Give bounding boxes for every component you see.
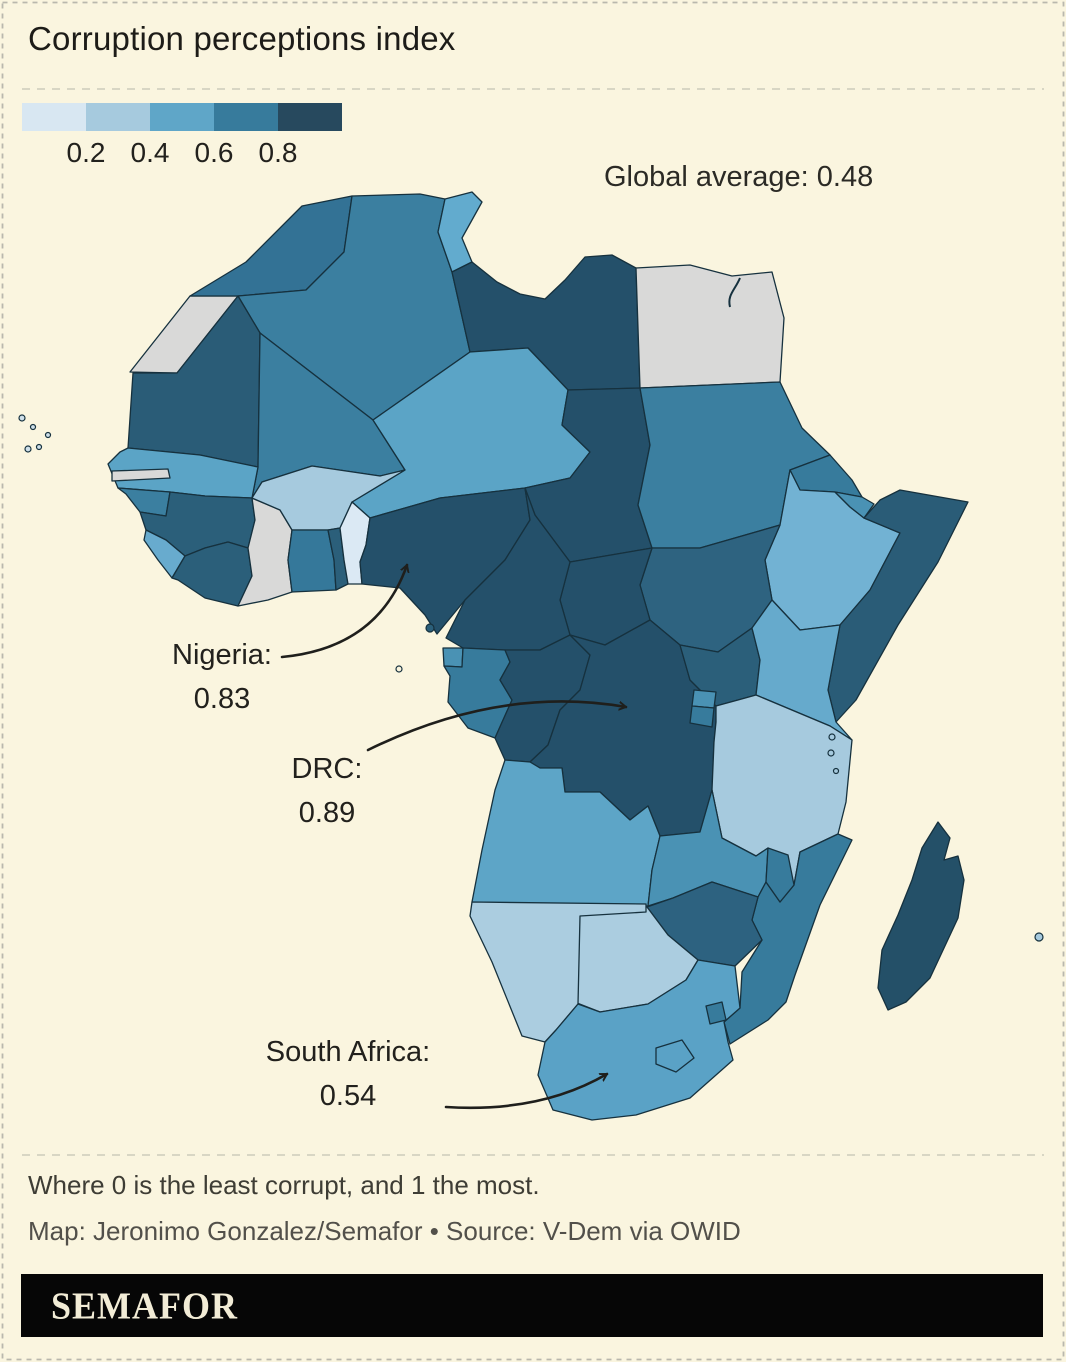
annotation-south-africa-value: 0.54	[319, 1080, 377, 1112]
legend-label-0.6: 0.6	[194, 137, 234, 168]
country-guinea-bissau	[117, 487, 171, 517]
country-angola	[471, 759, 661, 907]
island-sao-tome	[395, 665, 403, 673]
annotation-nigeria-value: 0.83	[193, 683, 251, 715]
country-ghana	[287, 529, 337, 593]
footer-credit: Map: Jeronimo Gonzalez/Semafor • Source:…	[28, 1216, 741, 1246]
island-cape-verde-2	[29, 423, 37, 431]
legend-swatch-1	[22, 103, 86, 131]
legend-label-0.8: 0.8	[258, 137, 298, 168]
annotation-drc-value: 0.89	[298, 797, 356, 829]
island-zanzibar	[828, 733, 836, 741]
island-cape-verde-5	[35, 443, 43, 451]
legend-label-0.4: 0.4	[130, 137, 170, 168]
global-average-note: Global average: 0.48	[604, 161, 874, 193]
country-shapes	[107, 191, 969, 1121]
country-burundi	[689, 705, 715, 728]
annotation-arrows	[280, 563, 628, 1110]
page-title: Corruption perceptions index	[28, 20, 456, 57]
country-rwanda	[691, 689, 717, 709]
country-gambia	[111, 468, 171, 482]
legend-swatch-5	[278, 103, 342, 131]
legend-swatch-4	[214, 103, 278, 131]
island-pemba	[827, 749, 835, 757]
nile-river	[728, 277, 741, 308]
country-eswatini	[705, 1001, 727, 1025]
semafor-logo: SEMAFOR	[51, 1284, 238, 1327]
arrow-south-africa	[444, 1072, 609, 1110]
country-malawi	[765, 847, 795, 903]
annotation-drc-label: DRC:	[291, 753, 363, 785]
country-djibouti	[834, 491, 875, 519]
island-cape-verde-1	[18, 414, 26, 422]
country-equatorial-guinea	[442, 647, 464, 668]
annotation-nigeria-label: Nigeria:	[172, 639, 272, 671]
footer-note: Where 0 is the least corrupt, and 1 the …	[28, 1170, 540, 1200]
island-comoros	[832, 767, 840, 775]
color-legend: 0.2 0.4 0.6 0.8	[22, 103, 382, 173]
legend-swatch-3	[150, 103, 214, 131]
country-somalia	[827, 489, 969, 723]
arrow-nigeria	[280, 563, 407, 659]
annotation-nigeria: Nigeria: 0.83	[112, 633, 332, 721]
country-kenya	[751, 599, 853, 741]
arrow-drc	[366, 700, 628, 752]
country-tunisia	[437, 191, 483, 273]
island-shapes	[18, 414, 1044, 942]
legend-swatch-2	[86, 103, 150, 131]
annotation-drc: DRC: 0.89	[227, 747, 427, 835]
country-madagascar	[877, 821, 965, 1011]
island-bioko	[425, 623, 435, 633]
annotation-south-africa-label: South Africa:	[265, 1036, 431, 1068]
island-cape-verde-3	[44, 431, 52, 439]
island-cape-verde-4	[24, 445, 32, 453]
island-mauritius	[1034, 932, 1044, 942]
country-lesotho	[655, 1039, 695, 1073]
annotation-south-africa: South Africa: 0.54	[218, 1030, 478, 1118]
country-south-africa	[537, 959, 741, 1121]
legend-label-0.2: 0.2	[66, 137, 106, 168]
semafor-logo-bar: SEMAFOR	[21, 1274, 1043, 1337]
country-egypt	[635, 264, 785, 389]
